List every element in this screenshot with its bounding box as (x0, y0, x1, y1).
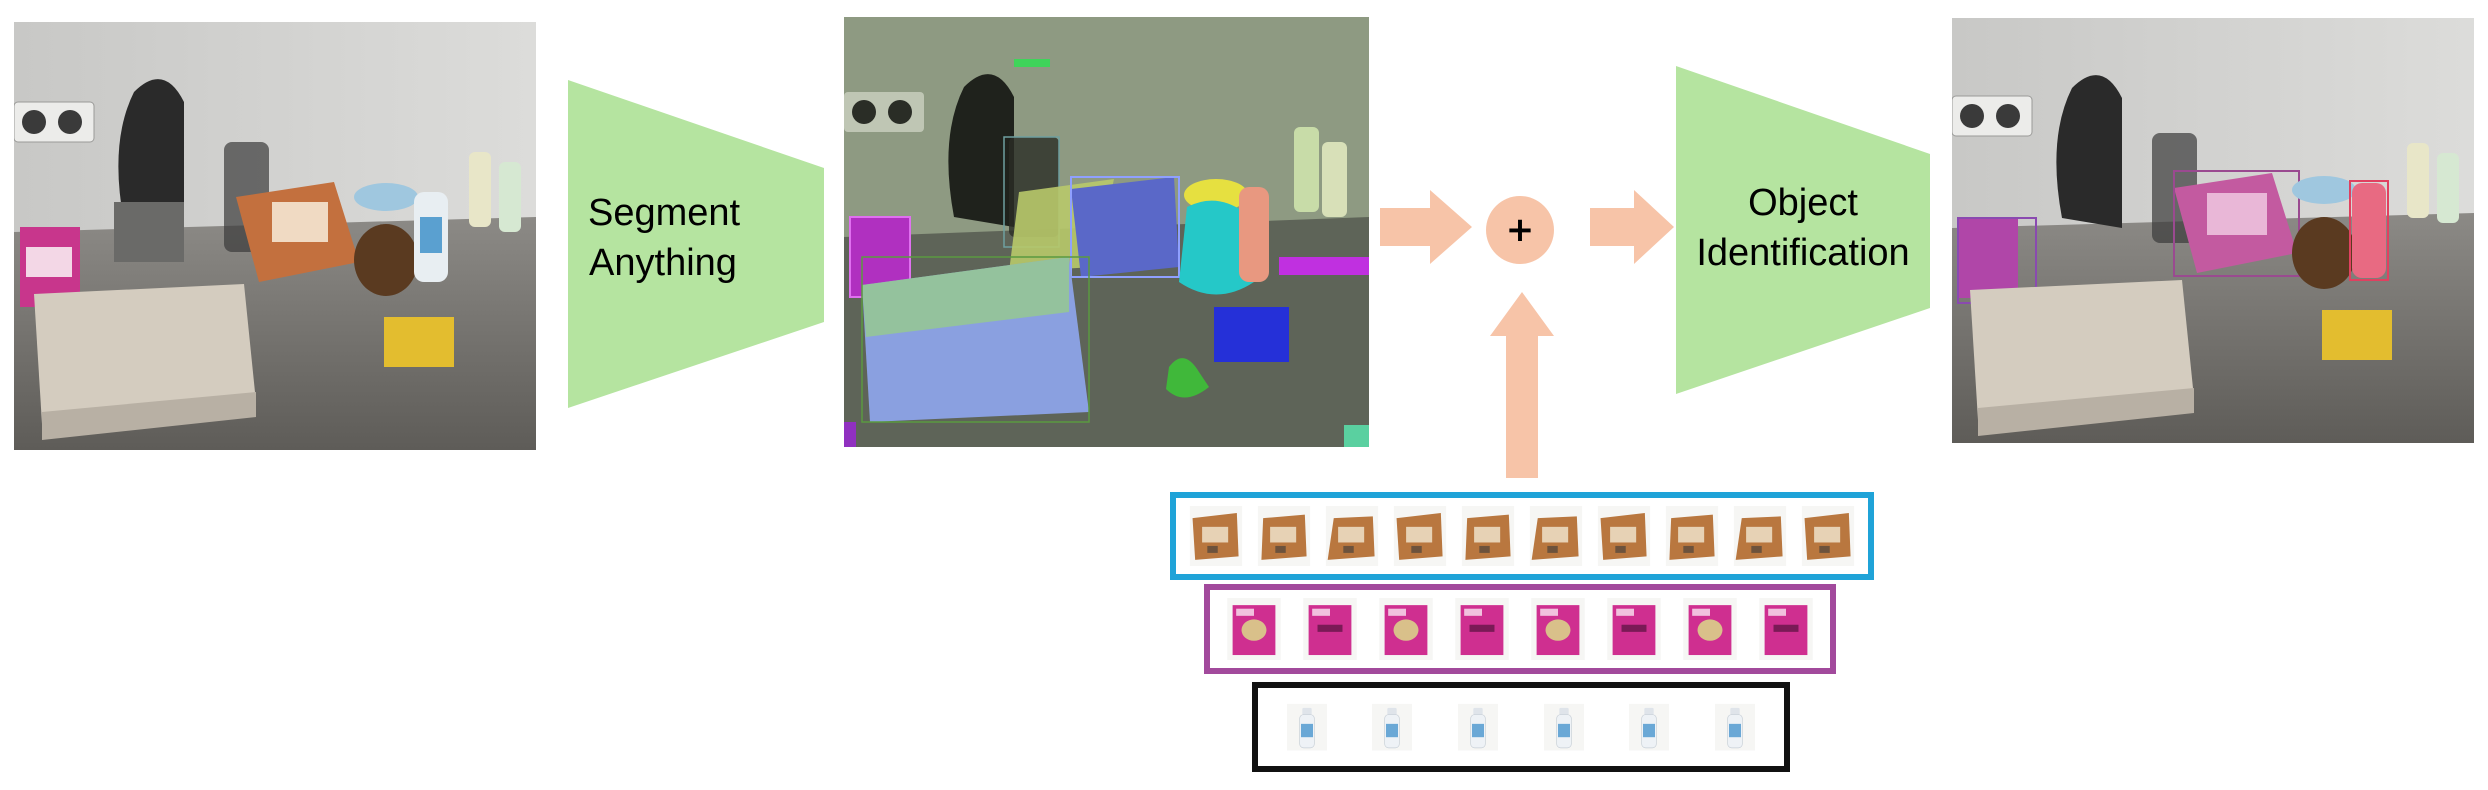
spray-bottle-gallery (1252, 682, 1790, 772)
coffee-filter-box-thumbnail (1459, 505, 1517, 567)
input-scene-photo (14, 22, 536, 450)
coffee-filter-box-thumbnail (1663, 505, 1721, 567)
coffee-filter-box-thumbnail (1255, 505, 1313, 567)
segment-anything-block: Segment Anything (568, 80, 824, 408)
pink-box-thumbnail (1757, 597, 1815, 661)
pink-box-thumbnail (1301, 597, 1359, 661)
pink-box-thumbnail (1225, 597, 1283, 661)
coffee-filter-box-thumbnail (1527, 505, 1585, 567)
pink-box-thumbnail (1377, 597, 1435, 661)
spray-bottle-thumbnail (1629, 696, 1670, 758)
spray-bottle-thumbnail (1458, 696, 1499, 758)
arrow-segment-to-combine (1380, 190, 1472, 264)
coffee-filter-box-gallery (1170, 492, 1874, 580)
coffee-filter-box-thumbnail (1731, 505, 1789, 567)
spray-bottle-thumbnail (1543, 696, 1584, 758)
coffee-filter-box-thumbnail (1187, 505, 1245, 567)
combine-plus-node: + (1486, 196, 1554, 264)
object-identification-label: Object Identification (1696, 182, 1910, 274)
coffee-filter-box-thumbnail (1391, 505, 1449, 567)
spray-bottle-thumbnail (1286, 696, 1327, 758)
coffee-filter-box-thumbnail (1595, 505, 1653, 567)
pink-tea-box-gallery (1204, 584, 1836, 674)
pink-box-thumbnail (1453, 597, 1511, 661)
spray-bottle-thumbnail (1715, 696, 1756, 758)
coffee-filter-box-thumbnail (1799, 505, 1857, 567)
coffee-filter-box-thumbnail (1323, 505, 1381, 567)
segment-anything-label: Segment Anything (588, 192, 741, 284)
object-identification-block: Object Identification (1676, 66, 1930, 394)
arrow-gallery-to-combine (1490, 292, 1554, 478)
segmented-scene-photo (844, 17, 1369, 447)
pink-box-thumbnail (1681, 597, 1739, 661)
pink-box-thumbnail (1605, 597, 1663, 661)
spray-bottle-thumbnail (1372, 696, 1413, 758)
arrow-combine-to-identification (1590, 190, 1674, 264)
identified-scene-photo (1952, 18, 2474, 443)
pink-box-thumbnail (1529, 597, 1587, 661)
